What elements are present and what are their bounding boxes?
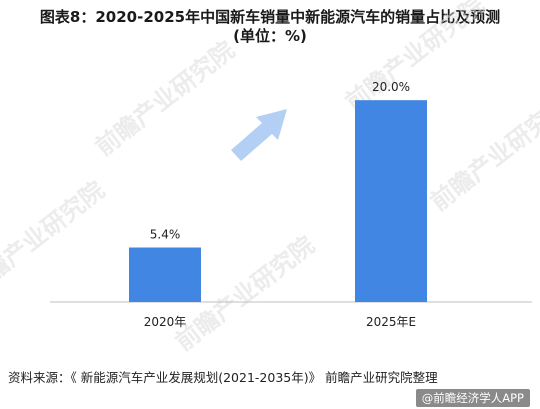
- bar-2: [355, 100, 427, 302]
- trend-arrow-icon: [231, 109, 287, 161]
- chart-title-unit: (单位：%): [233, 27, 307, 45]
- watermark-text-1: 前瞻产业研究院: [90, 36, 240, 161]
- watermark-text-3: 前瞻产业研究院: [0, 176, 110, 301]
- chart-title-main: 图表8：2020-2025年中国新车销量中新能源汽车的销量占比及预测: [39, 8, 501, 26]
- data-label-1: 5.4%: [150, 228, 181, 242]
- chart-title: 图表8：2020-2025年中国新车销量中新能源汽车的销量占比及预测 (单位：%…: [0, 8, 540, 46]
- x-tick-label-2: 2025年E: [366, 315, 416, 329]
- app-watermark: @前瞻经济学人APP: [415, 389, 530, 407]
- watermark-text-5: 前瞻产业研究院: [425, 91, 540, 216]
- bar-1: [129, 247, 201, 302]
- data-label-2: 20.0%: [372, 80, 410, 94]
- x-tick-label-1: 2020年: [144, 315, 187, 329]
- source-note: 资料来源：《 新能源汽车产业发展规划(2021-2035年)》 前瞻产业研究院整…: [8, 370, 438, 385]
- trend-arrow-shape: [231, 109, 287, 161]
- watermark-text-2: 前瞻产业研究院: [340, 0, 490, 116]
